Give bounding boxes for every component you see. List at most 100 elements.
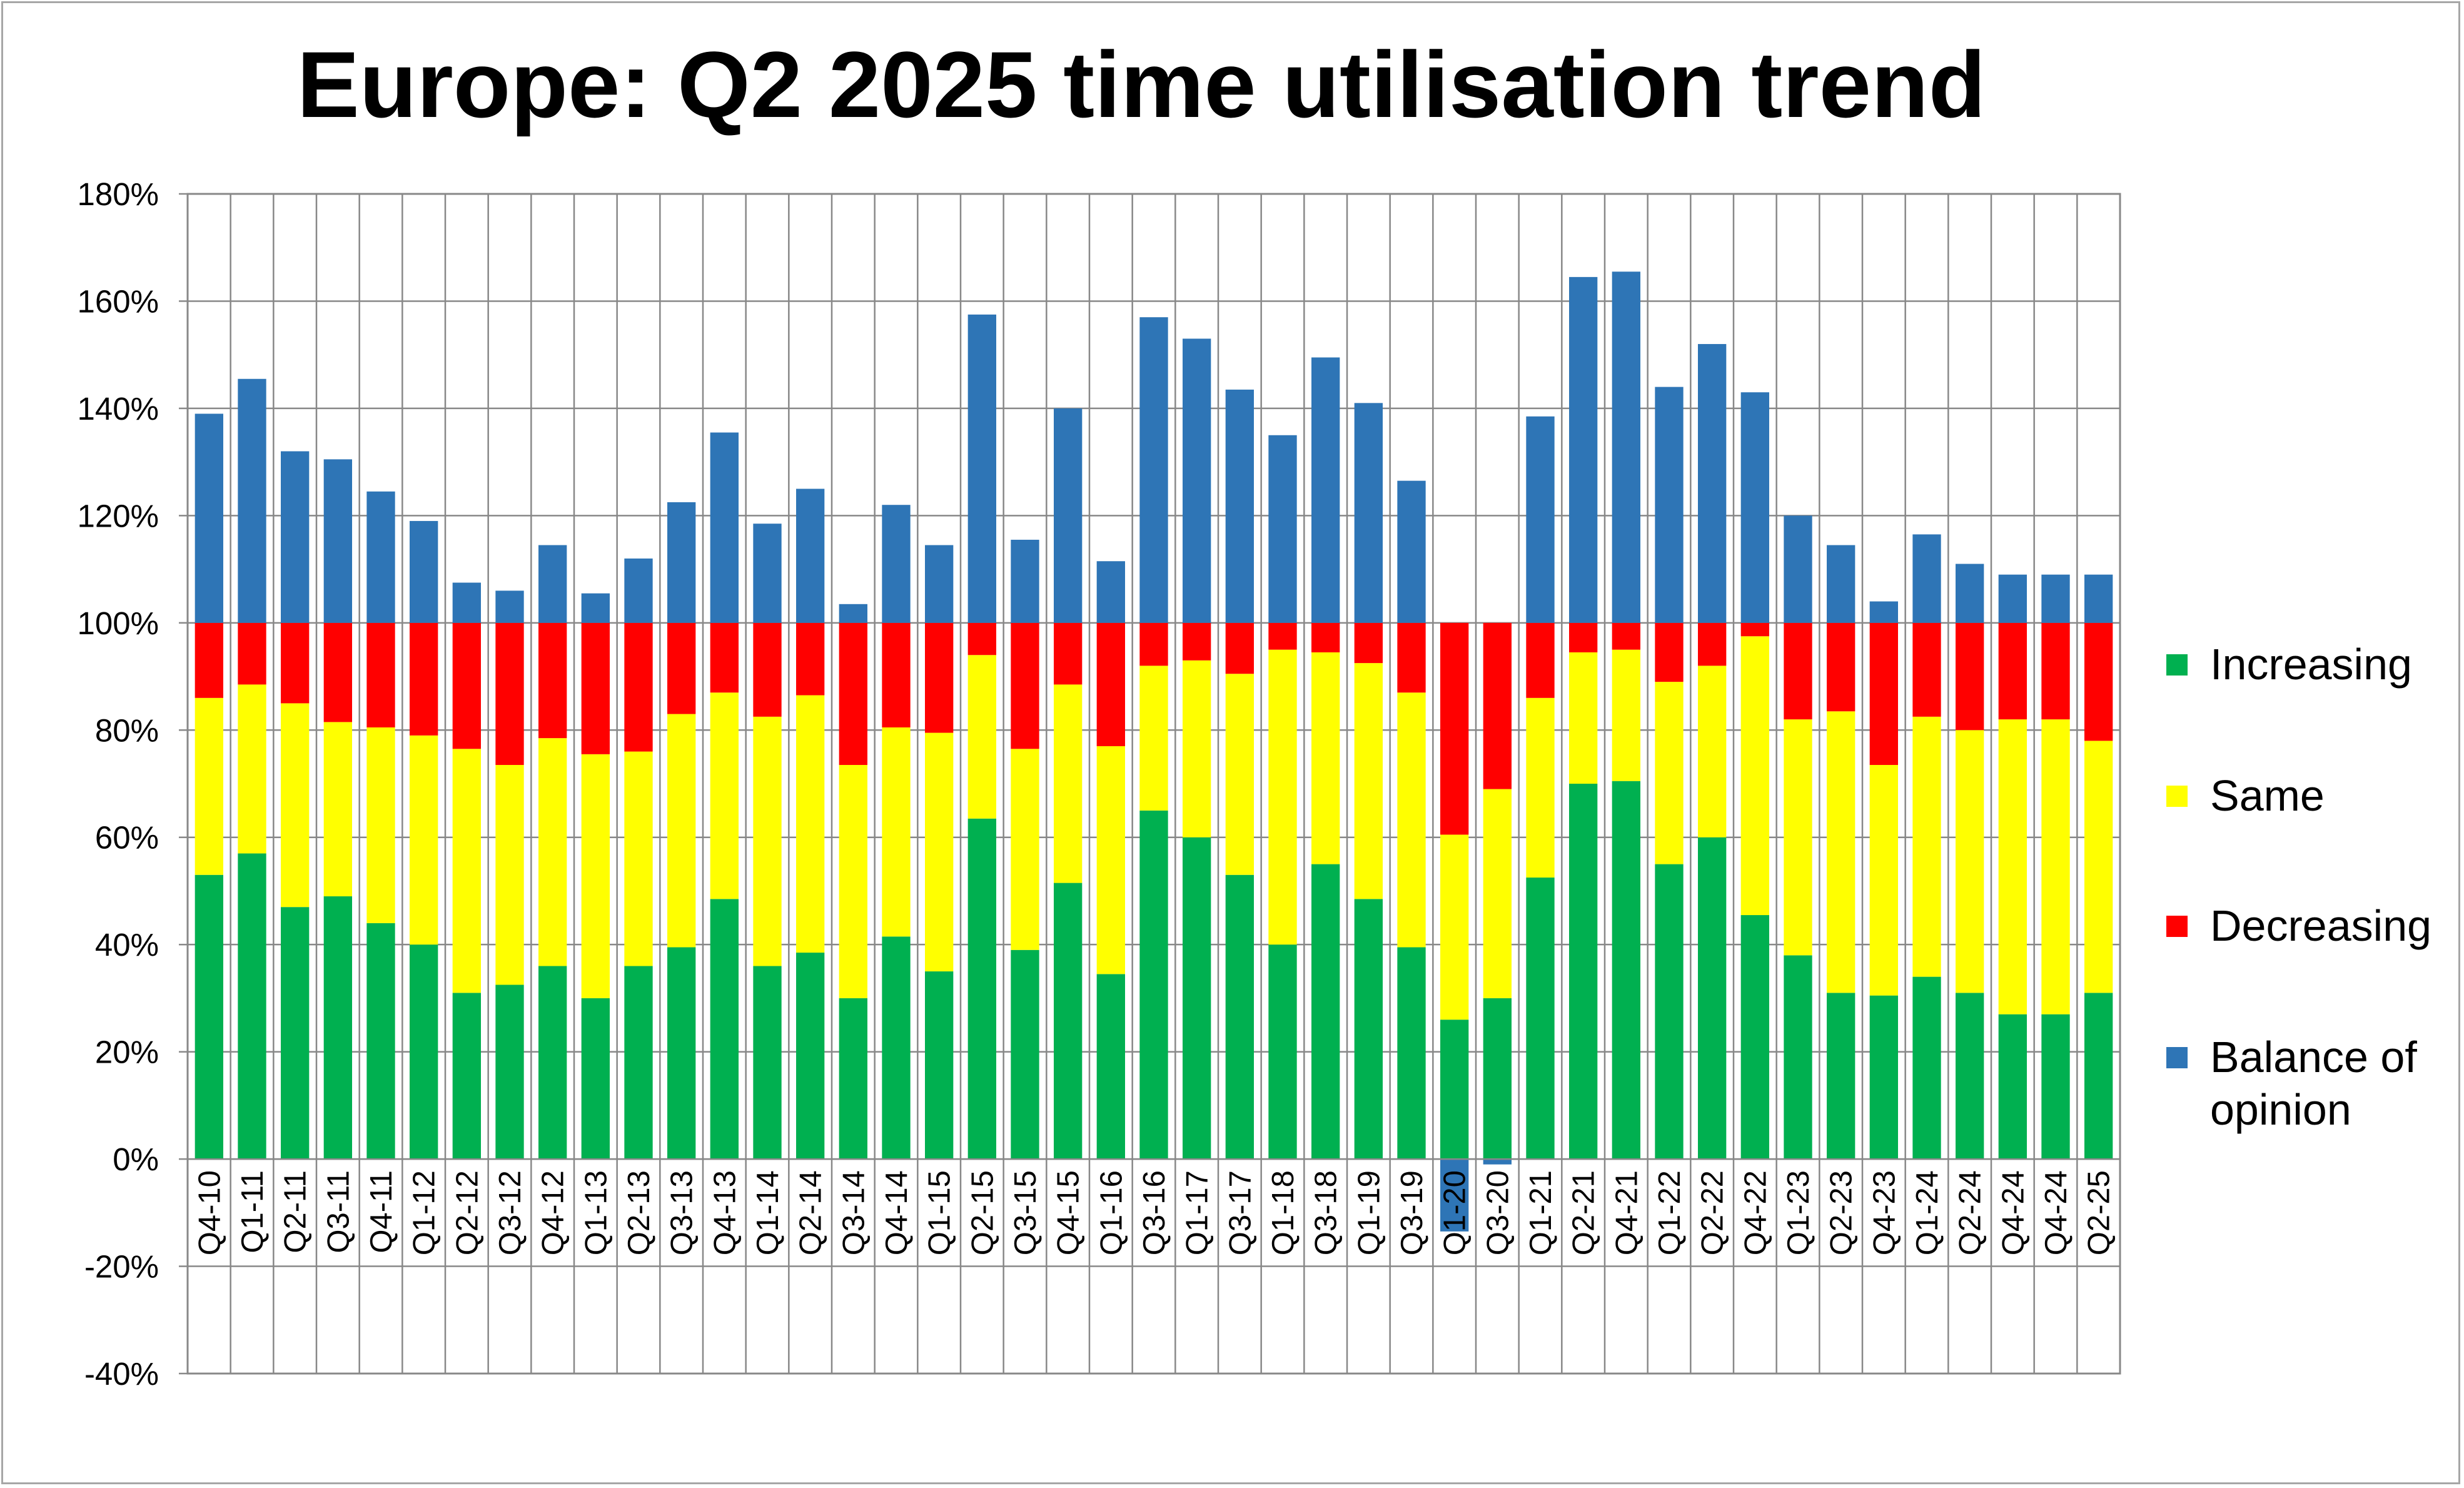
x-category-label: Q4-24: [1996, 1170, 2030, 1255]
bar-same: [1054, 684, 1083, 883]
bar-increasing: [581, 998, 610, 1160]
bar-increasing: [194, 874, 223, 1160]
bar-balance-of-opinion: [538, 545, 567, 623]
bar-same: [1612, 649, 1640, 781]
bar-same: [1912, 716, 1941, 977]
bar-balance-of-opinion: [1526, 416, 1555, 623]
bar-increasing: [1612, 781, 1640, 1160]
x-category-label: Q1-17: [1181, 1170, 1214, 1255]
x-category-label: Q4-15: [1052, 1170, 1086, 1255]
bar-increasing: [1397, 947, 1426, 1160]
x-category-label: Q1-12: [408, 1170, 442, 1255]
bar-balance-of-opinion: [1011, 539, 1039, 623]
bar-balance-of-opinion: [1354, 403, 1383, 623]
x-category-label: Q2-24: [1954, 1170, 1987, 1255]
bar-increasing: [1054, 883, 1083, 1160]
bar-increasing: [1268, 944, 1297, 1160]
x-category-label: Q1-20: [1438, 1170, 1472, 1255]
bar-decreasing: [1483, 622, 1512, 789]
bar-same: [1956, 730, 1984, 993]
bar-increasing: [839, 998, 867, 1160]
bar-same: [925, 732, 954, 972]
bar-same: [1827, 711, 1856, 993]
bar-same: [967, 655, 996, 819]
bar-same: [1096, 746, 1125, 974]
legend-item-increasing: Increasing: [2166, 638, 2448, 691]
bar-decreasing: [1225, 622, 1254, 674]
legend-label: Balance of opinion: [2210, 1033, 2417, 1134]
bar-increasing: [753, 966, 782, 1160]
x-category-label: Q4-11: [365, 1170, 398, 1253]
bar-decreasing: [581, 622, 610, 754]
bar-same: [323, 722, 352, 897]
bar-same: [1526, 697, 1555, 878]
bar-decreasing: [1397, 622, 1426, 693]
bar-decreasing: [410, 622, 438, 736]
bar-balance-of-opinion: [1483, 1159, 1512, 1165]
bar-increasing: [1827, 993, 1856, 1160]
bar-increasing: [1096, 974, 1125, 1160]
bar-balance-of-opinion: [1827, 545, 1856, 623]
bar-increasing: [1784, 955, 1812, 1160]
y-tick-label: 20%: [95, 1035, 159, 1070]
bar-decreasing: [710, 622, 739, 693]
y-tick-label: 120%: [78, 498, 159, 534]
x-category-label: Q2-23: [1825, 1170, 1859, 1255]
bar-same: [410, 735, 438, 945]
bar-increasing: [410, 944, 438, 1160]
legend-swatch: [2166, 916, 2188, 937]
bar-balance-of-opinion: [2084, 574, 2113, 623]
bar-same: [194, 697, 223, 875]
x-category-label: Q1-18: [1266, 1170, 1300, 1255]
y-tick-label: 160%: [78, 283, 159, 319]
x-category-label: Q1-13: [579, 1170, 613, 1255]
bar-increasing: [1183, 837, 1211, 1160]
bar-increasing: [281, 907, 310, 1160]
bar-same: [366, 727, 395, 923]
y-tick-label: 0%: [113, 1141, 159, 1177]
bar-decreasing: [796, 622, 825, 696]
bar-balance-of-opinion: [1784, 515, 1812, 623]
bar-increasing: [1698, 837, 1727, 1160]
y-tick-label: 80%: [95, 712, 159, 748]
bar-same: [710, 692, 739, 899]
legend-label: Same: [2210, 771, 2325, 820]
bar-increasing: [1998, 1014, 2027, 1160]
bar-same: [1139, 666, 1168, 811]
y-tick-label: 140%: [78, 391, 159, 427]
bar-increasing: [1869, 995, 1898, 1160]
bar-same: [1440, 834, 1469, 1020]
bar-balance-of-opinion: [1912, 534, 1941, 623]
x-category-label: Q2-14: [794, 1170, 828, 1255]
bar-balance-of-opinion: [410, 520, 438, 623]
x-category-label: Q1-24: [1911, 1170, 1944, 1255]
bar-decreasing: [1268, 622, 1297, 650]
bar-increasing: [2084, 993, 2113, 1160]
x-category-label: Q1-19: [1352, 1170, 1386, 1255]
x-category-label: Q2-25: [2083, 1170, 2116, 1255]
bar-same: [1698, 666, 1727, 838]
bar-same: [1869, 764, 1898, 996]
x-category-label: Q1-14: [751, 1170, 785, 1255]
legend-item-balance-of-opinion: Balance of opinion: [2166, 1031, 2448, 1136]
x-category-label: Q1-23: [1782, 1170, 1815, 1255]
bar-increasing: [1483, 998, 1512, 1160]
bar-same: [753, 716, 782, 966]
legend-swatch: [2166, 786, 2188, 807]
bar-decreasing: [882, 622, 911, 727]
bar-same: [495, 764, 524, 985]
bar-increasing: [538, 966, 567, 1160]
x-category-label: Q4-13: [708, 1170, 742, 1255]
bar-balance-of-opinion: [1225, 389, 1254, 623]
bar-increasing: [925, 971, 954, 1160]
bar-balance-of-opinion: [1054, 408, 1083, 623]
bar-decreasing: [1354, 622, 1383, 664]
x-category-label: Q4-24: [2039, 1170, 2073, 1255]
bar-same: [1998, 719, 2027, 1015]
bar-decreasing: [1784, 622, 1812, 720]
bar-balance-of-opinion: [581, 593, 610, 623]
bar-decreasing: [1096, 622, 1125, 746]
bar-decreasing: [238, 622, 266, 685]
bar-increasing: [1526, 878, 1555, 1160]
